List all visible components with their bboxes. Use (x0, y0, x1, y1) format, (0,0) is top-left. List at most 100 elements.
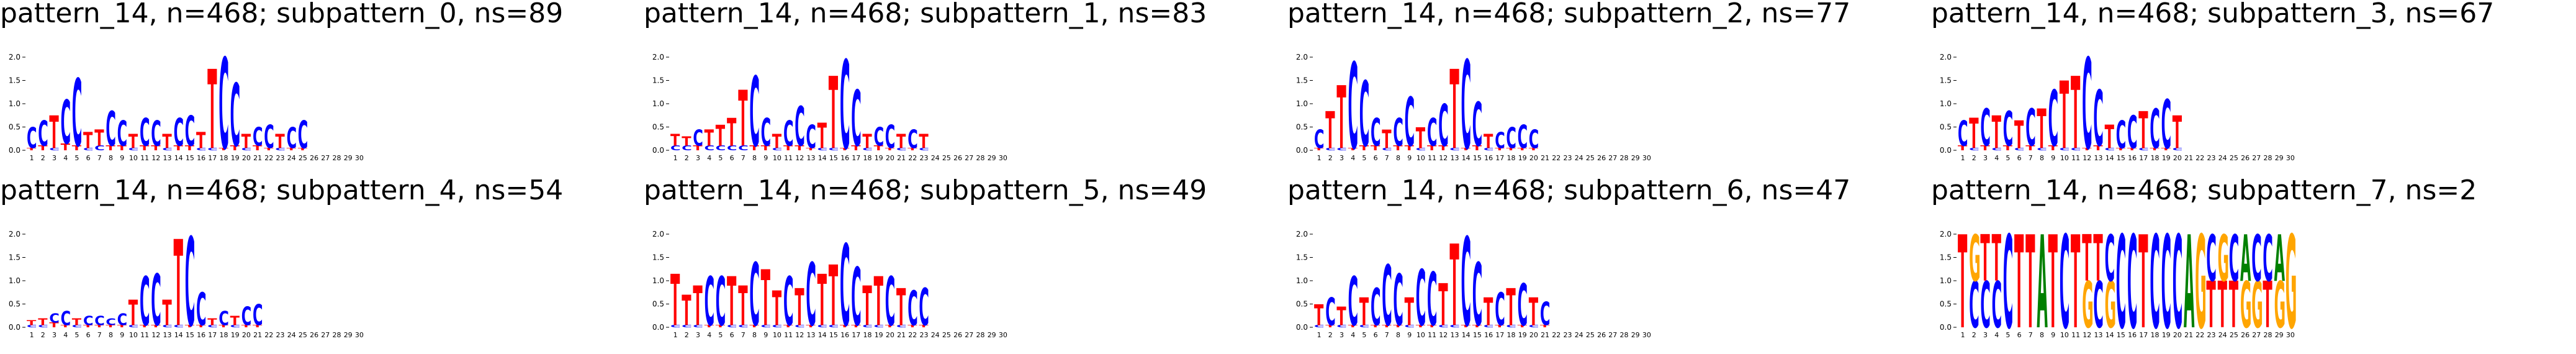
x-tick-label: 3 (1340, 154, 1344, 162)
logo-letter-C: C (862, 324, 873, 328)
logo-letter-T: T (140, 145, 149, 152)
logo-letter-T: T (874, 145, 883, 152)
logo-letter-C: C (817, 147, 828, 151)
x-tick-label: 10 (773, 331, 781, 339)
logo-letter-C: C (2116, 209, 2127, 354)
logo-letter-T: T (829, 248, 838, 345)
chart-title: pattern_14, n=468; subpattern_3, ns=67 (1931, 0, 2495, 29)
logo-letter-T: T (128, 131, 138, 153)
x-tick-label: 30 (1642, 331, 1651, 339)
x-tick-label: 1 (1961, 331, 1965, 339)
x-tick-label: 22 (264, 331, 273, 339)
x-tick-label: 27 (2252, 154, 2261, 162)
logo-letter-C: C (1518, 119, 1528, 157)
logo-letter-C: C (61, 308, 71, 330)
logo-letter-T: T (806, 324, 816, 328)
x-tick-label: 28 (1620, 331, 1629, 339)
x-tick-label: 17 (208, 154, 217, 162)
x-tick-label: 20 (2173, 331, 2182, 339)
logo-letter-T: T (2263, 268, 2272, 343)
x-tick-label: 23 (276, 331, 285, 339)
x-tick-label: 25 (942, 154, 951, 162)
y-tick-label: 1.5 (1940, 253, 1952, 262)
logo-letter-T: T (1958, 209, 1967, 354)
logo-letter-C: C (2071, 147, 2081, 151)
logo-letter-C: C (1359, 324, 1370, 328)
sequence-logo-plot: 0.00.51.01.52.01 2 3 4 5 6 7 8 9 10 11 12 13 14 15 16 17… (652, 222, 1007, 352)
x-tick-label: 7 (741, 331, 745, 339)
logo-letter-T: T (1393, 324, 1403, 328)
x-tick-label: 22 (908, 154, 917, 162)
logo-letter-C: C (1371, 278, 1381, 337)
x-tick-label: 24 (1575, 154, 1583, 162)
logo-letter-C: C (1438, 93, 1449, 159)
logo-letter-C: C (1529, 124, 1539, 154)
logo-letter-T: T (117, 145, 127, 152)
logo-letter-T: T (2003, 145, 2012, 152)
logo-letter-C: C (783, 114, 794, 155)
logo-letter-C: C (27, 121, 37, 155)
logo-letter-C: C (1529, 324, 1539, 328)
logo-letter-C: C (253, 122, 263, 152)
logo-letter-C: C (2116, 112, 2127, 157)
logo-letter-T: T (817, 116, 827, 157)
x-tick-label: 22 (1552, 154, 1560, 162)
logo-letter-C: C (2173, 209, 2183, 354)
logo-letter-C: C (806, 119, 816, 157)
sequence-logo-plot: 0.00.51.01.52.01 2 3 4 5 6 7 8 9 10 11 12 13 14 15 16 17… (652, 35, 1007, 177)
logo-letter-C: C (2105, 222, 2115, 296)
x-tick-label: 30 (999, 154, 1007, 162)
x-tick-label: 22 (908, 331, 917, 339)
logo-letter-C: C (919, 278, 929, 337)
x-tick-label: 9 (2051, 331, 2055, 339)
logo-letter-C: C (275, 147, 286, 151)
x-tick-label: 28 (976, 331, 985, 339)
x-tick-label: 14 (818, 154, 827, 162)
logo-letter-C: C (2014, 147, 2025, 151)
logo-letter-T: T (174, 215, 183, 353)
x-tick-label: 17 (2139, 154, 2148, 162)
x-tick-label: 1 (1317, 331, 1322, 339)
logo-letter-T: T (1336, 69, 1346, 169)
x-tick-label: 23 (920, 154, 929, 162)
x-tick-label: 11 (140, 154, 149, 162)
logo-letter-C: C (1348, 264, 1359, 342)
logo-letter-C: C (738, 324, 749, 328)
x-tick-label: 2 (41, 154, 45, 162)
logo-letter-T: T (162, 293, 172, 334)
logo-letter-C: C (1393, 110, 1403, 155)
logo-panel: pattern_14, n=468; subpattern_3, ns=67 0.… (1931, 0, 2575, 178)
x-tick-label: 21 (897, 331, 906, 339)
logo-letter-C: C (72, 60, 83, 168)
logo-letter-C: C (829, 147, 839, 151)
logo-letter-G: G (2105, 268, 2116, 343)
logo-letter-C: C (2263, 222, 2273, 296)
logo-letter-C: C (2025, 99, 2036, 158)
sequence-logo-plot: 0.00.51.01.52.01 2 3 4 5 6 7 8 9 10 11 12 13 14 15 16 17… (1296, 212, 1651, 354)
logo-letter-C: C (61, 87, 71, 158)
x-tick-label: 15 (2117, 154, 2125, 162)
sequence-logo-plot: 0.00.51.01.52.01 2 3 4 5 6 7 8 9 10 11 12 13 14 15 16 17… (9, 212, 364, 354)
logo-letter-T: T (772, 281, 781, 337)
x-tick-label: 14 (174, 331, 183, 339)
x-tick-label: 7 (2029, 154, 2033, 162)
x-tick-label: 20 (1529, 154, 1538, 162)
logo-letter-T: T (783, 324, 794, 328)
logo-panel: pattern_14, n=468; subpattern_5, ns=49 0.… (644, 175, 1287, 354)
logo-letter-C: C (885, 264, 896, 342)
x-tick-label: 1 (673, 331, 678, 339)
logo-letter-C: C (207, 324, 218, 328)
x-tick-label: 13 (807, 331, 816, 339)
logo-letter-T: T (2014, 112, 2024, 157)
x-tick-label: 26 (310, 154, 318, 162)
logo-letter-T: T (716, 324, 726, 328)
logo-letter-C: C (2206, 222, 2217, 296)
logo-letter-T: T (2025, 145, 2035, 152)
x-tick-label: 26 (1597, 331, 1606, 339)
logo-letter-T: T (2093, 222, 2102, 296)
x-tick-label: 8 (109, 154, 113, 162)
logo-letter-T: T (772, 131, 782, 153)
logo-letter-T: T (907, 147, 918, 151)
logo-letter-T: T (2048, 145, 2058, 152)
x-tick-label: 26 (1597, 154, 1606, 162)
